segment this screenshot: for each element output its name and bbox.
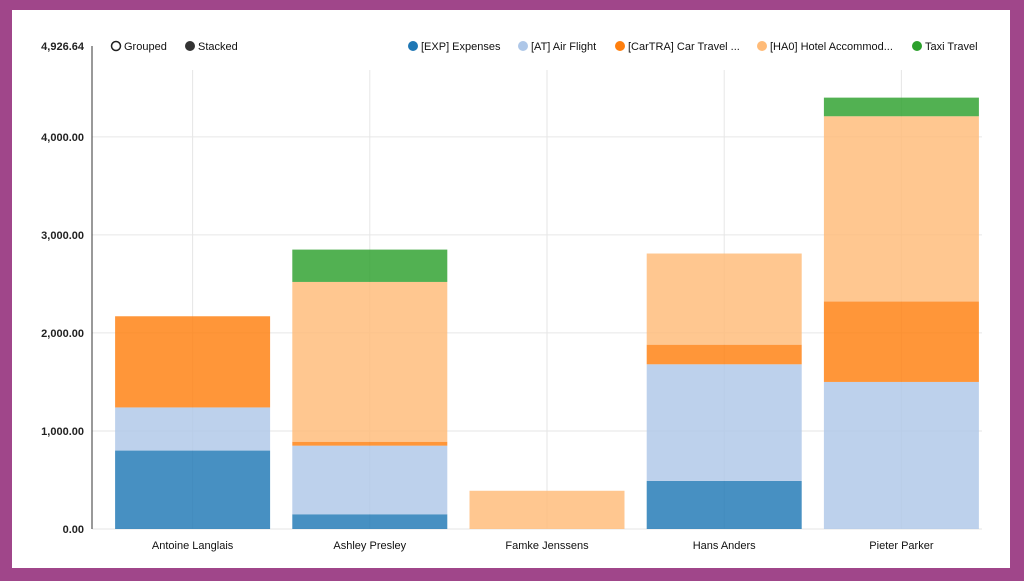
x-axis-labels: Antoine Langlais Ashley Presley Famke Jens… xyxy=(152,540,934,552)
bar-segment[interactable] xyxy=(646,480,802,529)
y-tick-label: 1,000.00 xyxy=(41,426,84,438)
grouped-control[interactable]: Grouped xyxy=(110,40,167,53)
stacked-bar-chart: 0.00 1,000.00 2,000.00 3,000.00 4,000.00 4,92… xyxy=(41,40,982,552)
bar-segment[interactable] xyxy=(823,381,979,529)
legend-label-hotel[interactable]: [HA0] Hotel Accommod... xyxy=(770,41,893,53)
y-axis-ticks: 0.00 1,000.00 2,000.00 3,000.00 4,000.00 4,92… xyxy=(41,41,85,536)
bar-segment[interactable] xyxy=(823,116,979,302)
legend-item-car-travel[interactable]: [CarTRA] Car Travel ... xyxy=(615,41,740,53)
bar-segment[interactable] xyxy=(292,514,448,529)
stacked-label[interactable]: Stacked xyxy=(198,41,238,53)
bar-segment[interactable] xyxy=(646,344,802,365)
bar-segment[interactable] xyxy=(823,97,979,117)
legend-item-taxi[interactable]: Taxi Travel xyxy=(912,41,978,53)
bar-segment[interactable] xyxy=(115,450,271,529)
legend-swatch-air-flight[interactable] xyxy=(518,41,528,51)
legend-label-expenses[interactable]: [EXP] Expenses xyxy=(421,41,501,53)
chart-panel: 0.00 1,000.00 2,000.00 3,000.00 4,000.00 4,92… xyxy=(12,10,1010,568)
legend-label-car-travel[interactable]: [CarTRA] Car Travel ... xyxy=(628,41,740,53)
bar-segment[interactable] xyxy=(292,441,448,446)
legend-swatch-car-travel[interactable] xyxy=(615,41,625,51)
legend-label-taxi[interactable]: Taxi Travel xyxy=(925,41,978,53)
bar-segment[interactable] xyxy=(646,253,802,345)
bar-segment[interactable] xyxy=(469,490,625,529)
legend-item-expenses[interactable]: [EXP] Expenses xyxy=(408,41,501,53)
bars xyxy=(115,97,979,529)
y-max-label: 4,926.64 xyxy=(41,41,85,53)
bar-segment[interactable] xyxy=(823,301,979,382)
bar-segment[interactable] xyxy=(646,364,802,481)
bar-segment[interactable] xyxy=(292,445,448,515)
y-tick-label: 0.00 xyxy=(63,524,84,536)
x-category-label: Famke Jenssens xyxy=(505,540,589,552)
bar-segment[interactable] xyxy=(292,281,448,442)
x-category-label: Hans Anders xyxy=(693,540,756,552)
y-tick-label: 2,000.00 xyxy=(41,328,84,340)
x-category-label: Antoine Langlais xyxy=(152,540,234,552)
x-category-label: Pieter Parker xyxy=(869,540,934,552)
bar-segment[interactable] xyxy=(115,316,271,408)
y-tick-label: 4,000.00 xyxy=(41,132,84,144)
stacked-control[interactable]: Stacked xyxy=(185,41,238,53)
legend-item-hotel[interactable]: [HA0] Hotel Accommod... xyxy=(757,41,893,53)
legend-swatch-taxi[interactable] xyxy=(912,41,922,51)
bar-segment[interactable] xyxy=(292,249,448,282)
grouped-label[interactable]: Grouped xyxy=(124,41,167,53)
stacked-radio-icon[interactable] xyxy=(185,41,195,51)
grouped-radio-icon[interactable] xyxy=(110,40,122,52)
legend-swatch-hotel[interactable] xyxy=(757,41,767,51)
legend-item-air-flight[interactable]: [AT] Air Flight xyxy=(518,41,596,53)
x-category-label: Ashley Presley xyxy=(333,540,406,552)
legend-label-air-flight[interactable]: [AT] Air Flight xyxy=(531,41,596,53)
bar-segment[interactable] xyxy=(115,407,271,451)
legend-swatch-expenses[interactable] xyxy=(408,41,418,51)
y-tick-label: 3,000.00 xyxy=(41,230,84,242)
